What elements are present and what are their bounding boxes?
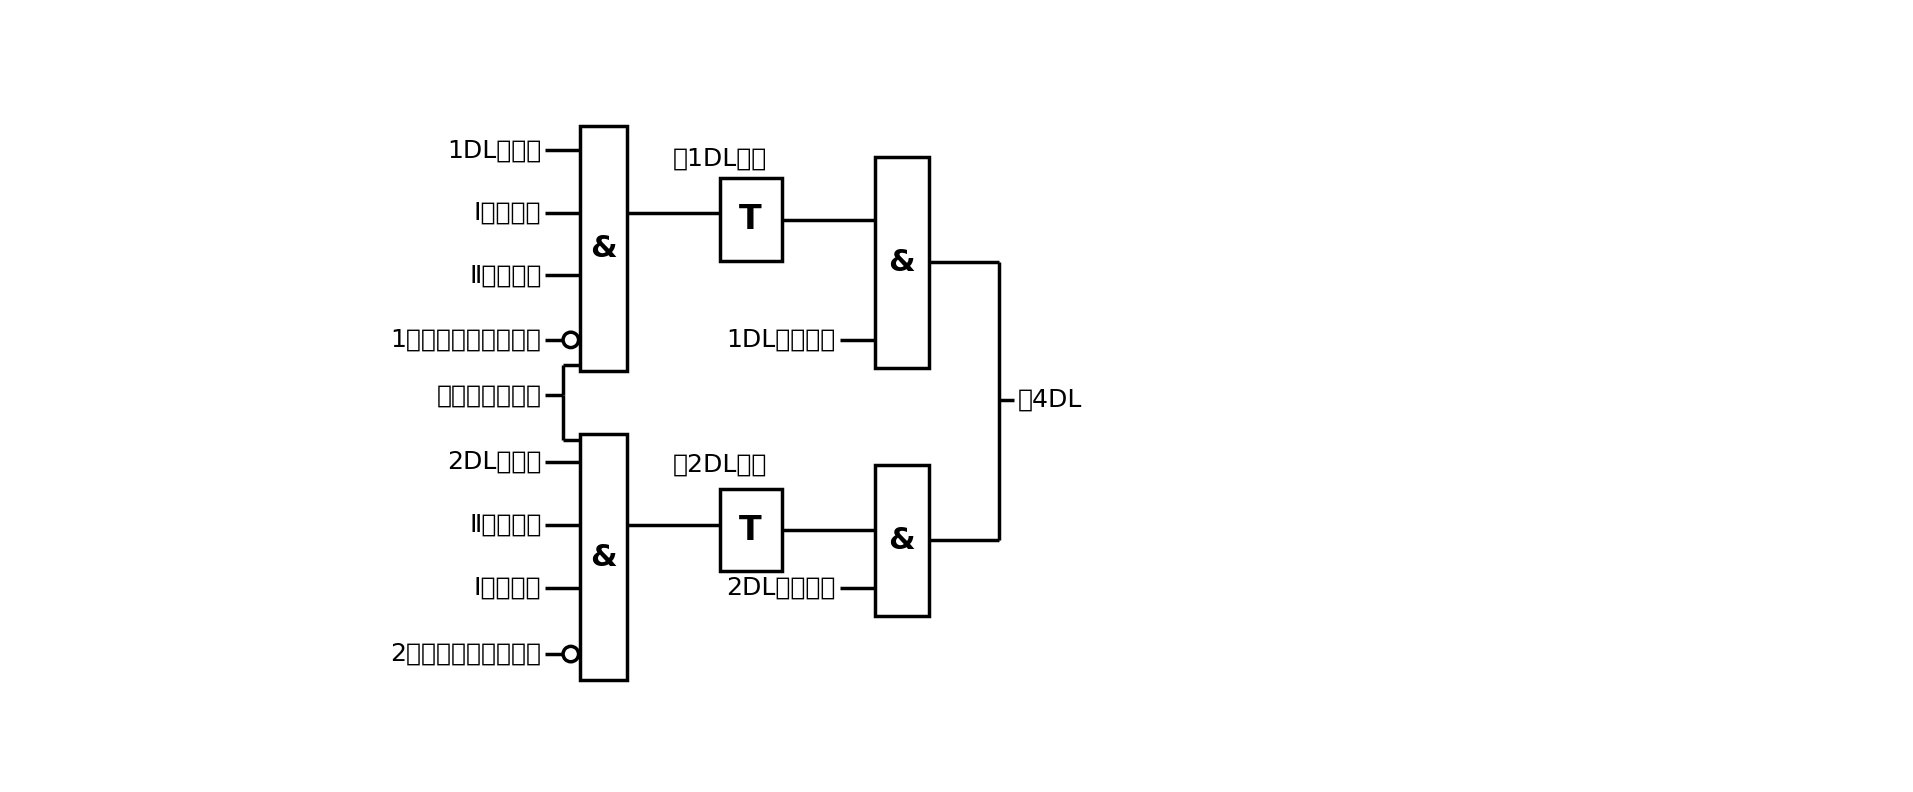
Bar <box>580 434 627 680</box>
Text: 2号主变压器保护动作: 2号主变压器保护动作 <box>390 642 541 666</box>
Bar <box>874 157 930 368</box>
Bar <box>719 489 782 571</box>
Text: T: T <box>738 204 761 236</box>
Text: 1DL无电流: 1DL无电流 <box>448 139 541 162</box>
Circle shape <box>562 646 578 662</box>
Circle shape <box>562 332 578 348</box>
Text: Ⅱ母有电压: Ⅱ母有电压 <box>469 263 541 287</box>
Bar <box>874 465 930 615</box>
Text: 1号主变压器保护动作: 1号主变压器保护动作 <box>390 328 541 352</box>
Text: Ⅰ母无电压: Ⅰ母无电压 <box>474 201 541 225</box>
Text: Ⅱ母无电压: Ⅱ母无电压 <box>469 512 541 537</box>
Text: 1DL开关分位: 1DL开关分位 <box>727 328 836 352</box>
Text: 跳2DL开关: 跳2DL开关 <box>673 453 767 477</box>
Text: Ⅰ母有电压: Ⅰ母有电压 <box>474 576 541 600</box>
Text: T: T <box>738 513 761 546</box>
Bar <box>719 178 782 261</box>
Text: 2DL无电流: 2DL无电流 <box>448 450 541 474</box>
Bar <box>580 126 627 371</box>
Text: 兂4DL: 兂4DL <box>1018 388 1083 412</box>
Text: &: & <box>888 248 914 277</box>
Text: 2DL开关分位: 2DL开关分位 <box>727 576 836 600</box>
Text: 跳1DL开关: 跳1DL开关 <box>673 147 767 170</box>
Text: &: & <box>589 234 616 263</box>
Text: 方式四充电正常: 方式四充电正常 <box>436 383 541 407</box>
Text: &: & <box>888 526 914 554</box>
Text: &: & <box>589 543 616 572</box>
